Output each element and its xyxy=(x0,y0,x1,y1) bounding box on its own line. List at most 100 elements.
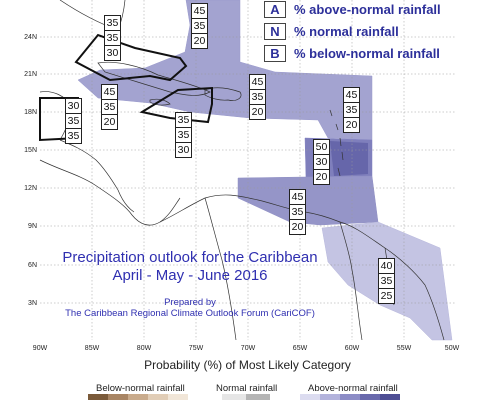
legend-letter: A xyxy=(264,1,286,18)
prob-above: 50 xyxy=(315,141,328,153)
scale-swatch-normal xyxy=(246,394,270,400)
outlook-title-line: Precipitation outlook for the Caribbean xyxy=(62,249,318,266)
prob-below: 20 xyxy=(314,169,329,183)
graticule xyxy=(40,0,455,340)
prob-normal: 35 xyxy=(192,18,207,32)
prob-above: 45 xyxy=(251,76,264,88)
prob-above: 40 xyxy=(380,260,393,272)
scale-swatch-below xyxy=(108,394,128,400)
prob-normal: 35 xyxy=(102,99,117,113)
prob-above: 30 xyxy=(67,100,80,112)
credit-text: Prepared by The Caribbean Regional Clima… xyxy=(40,297,340,319)
legend-letter: B xyxy=(264,45,286,62)
legend-row-normal: N % normal rainfall xyxy=(264,22,454,41)
prob-below: 20 xyxy=(344,117,359,131)
scale-swatch-above xyxy=(320,394,340,400)
forecast-box-guianas: 40 35 25 xyxy=(378,258,395,304)
credit-line: Prepared by xyxy=(164,297,216,308)
latitude-labels: 24N 21N 18N 15N 12N 9N 6N 3N xyxy=(24,34,37,307)
scale-swatch-below xyxy=(128,394,148,400)
forecast-box-belize: 30 35 35 xyxy=(65,98,82,144)
prob-above: 45 xyxy=(291,191,304,203)
legend-text: % normal rainfall xyxy=(294,24,399,39)
zone-hispaniola-outline xyxy=(139,86,213,124)
prob-below: 20 xyxy=(192,33,207,47)
forecast-box-windward: 50 30 20 xyxy=(313,139,330,185)
lat-label: 12N xyxy=(24,185,37,192)
prob-below: 30 xyxy=(105,45,120,59)
scale-swatch-above xyxy=(360,394,380,400)
lesser-antilles xyxy=(329,109,344,177)
prob-normal: 35 xyxy=(379,273,394,287)
prob-normal: 35 xyxy=(66,113,81,127)
lat-label: 3N xyxy=(28,300,37,307)
prob-normal: 35 xyxy=(105,30,120,44)
prob-above: 45 xyxy=(193,5,206,17)
central-america-coast xyxy=(39,159,181,226)
prob-above: 45 xyxy=(103,86,116,98)
lon-label: 60W xyxy=(345,345,360,352)
region-windward-dark xyxy=(330,141,368,176)
prob-above: 45 xyxy=(345,89,358,101)
venezuela-interior xyxy=(204,197,237,341)
prob-below: 30 xyxy=(176,142,191,156)
lat-label: 6N xyxy=(28,262,37,269)
forecast-box-jamaica: 45 35 20 xyxy=(101,84,118,130)
probability-scale-title: Probability (%) of Most Likely Category xyxy=(144,358,351,372)
prob-normal: 35 xyxy=(250,89,265,103)
prob-above: 35 xyxy=(106,17,119,29)
credit-line: The Caribbean Regional Climate Outlook F… xyxy=(65,308,315,319)
scale-swatch-above xyxy=(300,394,320,400)
jamaica-coast xyxy=(149,98,171,106)
prob-below: 25 xyxy=(379,288,394,302)
lon-label: 65W xyxy=(293,345,308,352)
forecast-box-puerto-rico: 45 35 20 xyxy=(249,74,266,120)
prob-above: 35 xyxy=(177,114,190,126)
scale-label-above: Above-normal rainfall xyxy=(308,383,398,394)
prob-normal: 35 xyxy=(344,102,359,116)
probability-color-scale xyxy=(88,394,400,400)
scale-swatch-below xyxy=(88,394,108,400)
region-southern-caribbean xyxy=(237,175,379,226)
prob-below: 20 xyxy=(102,114,117,128)
lon-label: 70W xyxy=(241,345,256,352)
category-legend: A % above-normal rainfall N % normal rai… xyxy=(264,0,454,66)
lat-label: 21N xyxy=(24,71,37,78)
central-america-north-coast xyxy=(59,139,135,213)
lon-label: 90W xyxy=(33,345,48,352)
scale-swatch-below xyxy=(148,394,168,400)
scale-swatch-below xyxy=(168,394,188,400)
lat-label: 9N xyxy=(28,223,37,230)
scale-label-below: Below-normal rainfall xyxy=(96,383,185,394)
scale-swatch-above xyxy=(340,394,360,400)
prob-below: 35 xyxy=(66,128,81,142)
lon-label: 80W xyxy=(137,345,152,352)
legend-text: % below-normal rainfall xyxy=(294,46,440,61)
forecast-box-south-hispaniola: 35 35 30 xyxy=(175,112,192,158)
prob-below: 20 xyxy=(250,104,265,118)
lon-label: 50W xyxy=(445,345,460,352)
guyana-border xyxy=(339,221,363,341)
scale-label-normal: Normal rainfall xyxy=(216,383,278,394)
prob-below: 20 xyxy=(290,219,305,233)
forecast-box-cuba: 35 35 30 xyxy=(104,15,121,61)
lat-label: 24N xyxy=(24,34,37,41)
legend-text: % above-normal rainfall xyxy=(294,2,441,17)
scale-swatch-normal xyxy=(222,394,246,400)
forecast-box-leeward: 45 35 20 xyxy=(343,87,360,133)
prob-normal: 30 xyxy=(314,154,329,168)
prob-normal: 35 xyxy=(176,127,191,141)
outlook-title-line: April - May - June 2016 xyxy=(112,267,268,284)
scale-swatch-above xyxy=(380,394,400,400)
forecast-box-trinidad: 45 35 20 xyxy=(289,189,306,235)
lat-label: 15N xyxy=(24,147,37,154)
legend-row-above: A % above-normal rainfall xyxy=(264,0,454,19)
longitude-labels: 90W 85W 80W 75W 70W 65W 60W 55W 50W xyxy=(33,345,460,352)
legend-letter: N xyxy=(264,23,286,40)
cuba-coast xyxy=(97,61,211,96)
region-bahamas-puerto-rico xyxy=(77,0,373,141)
lat-label: 18N xyxy=(24,109,37,116)
legend-row-below: B % below-normal rainfall xyxy=(264,44,454,63)
lon-label: 75W xyxy=(189,345,204,352)
